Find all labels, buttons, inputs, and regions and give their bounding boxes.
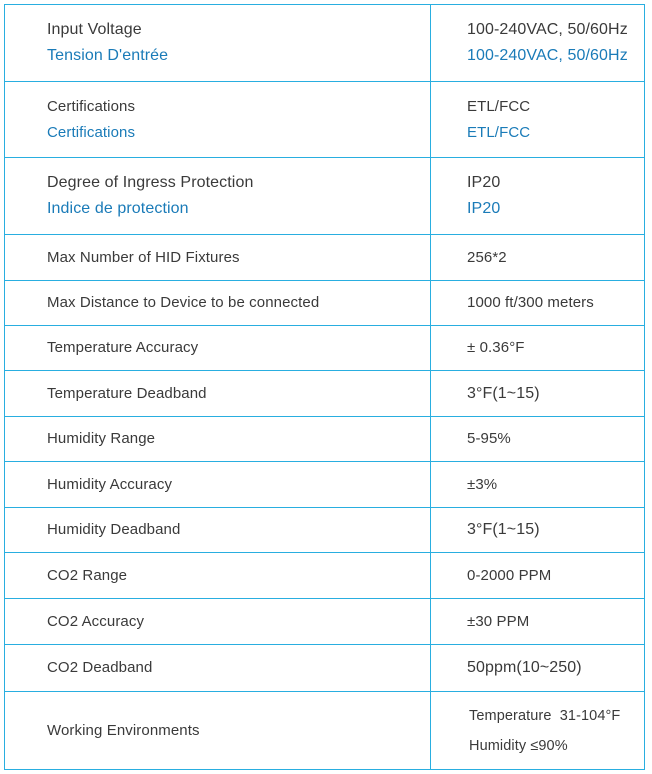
table-row: Degree of Ingress Protection Indice de p… — [4, 157, 645, 235]
spec-label-french: Indice de protection — [47, 200, 189, 217]
spec-label: Humidity Accuracy — [47, 475, 173, 493]
spec-label: Max Distance to Device to be connected — [47, 294, 320, 311]
spec-label: Max Number of HID Fixtures — [47, 248, 240, 266]
spec-label-cell: Humidity Range — [4, 416, 431, 462]
spec-value: 1000 ft/300 meters — [467, 294, 594, 311]
spec-value-french: 100-240VAC, 50/60Hz — [467, 47, 628, 64]
table-row: Working Environments Temperature 31-104°… — [4, 691, 645, 770]
spec-label: CO2 Accuracy — [47, 612, 145, 630]
table-row: Max Distance to Device to be connected 1… — [4, 280, 645, 326]
spec-value-french: IP20 — [467, 200, 501, 217]
table-row: Temperature Deadband 3°F(1~15) — [4, 370, 645, 417]
spec-value-cell: ± 0.36°F — [430, 325, 645, 371]
spec-value-cell: ±3% — [430, 461, 645, 508]
table-row: Certifications Certifications ETL/FCC ET… — [4, 81, 645, 158]
table-row: CO2 Range 0-2000 PPM — [4, 552, 645, 599]
spec-label-cell: Working Environments — [4, 691, 431, 770]
spec-label-cell: Temperature Deadband — [4, 370, 431, 417]
table-row: Temperature Accuracy ± 0.36°F — [4, 325, 645, 371]
spec-value: 5-95% — [467, 430, 511, 447]
table-row: CO2 Deadband 50ppm(10~250) — [4, 644, 645, 692]
spec-value-cell: Temperature 31-104°F Humidity ≤90% — [430, 691, 645, 770]
spec-value: ±3% — [467, 475, 498, 493]
spec-value: IP20 — [467, 174, 501, 191]
spec-label-cell: CO2 Accuracy — [4, 598, 431, 645]
spec-value: 100-240VAC, 50/60Hz — [467, 21, 628, 38]
spec-value-cell: 0-2000 PPM — [430, 552, 645, 599]
spec-value-cell: 100-240VAC, 50/60Hz 100-240VAC, 50/60Hz — [430, 4, 645, 82]
spec-value: 3°F(1~15) — [467, 384, 540, 402]
spec-value-cell: 5-95% — [430, 416, 645, 462]
spec-label: Temperature Deadband — [47, 384, 207, 402]
spec-label-cell: Max Number of HID Fixtures — [4, 234, 431, 281]
spec-label: Temperature Accuracy — [47, 339, 199, 356]
spec-value: 3°F(1~15) — [467, 521, 540, 538]
spec-value-cell: 256*2 — [430, 234, 645, 281]
spec-value-cell: ETL/FCC ETL/FCC — [430, 81, 645, 158]
spec-value-cell: IP20 IP20 — [430, 157, 645, 235]
table-row: Max Number of HID Fixtures 256*2 — [4, 234, 645, 281]
spec-label-cell: Humidity Accuracy — [4, 461, 431, 508]
table-row: Humidity Deadband 3°F(1~15) — [4, 507, 645, 553]
spec-value-french: ETL/FCC — [467, 123, 531, 141]
spec-label-french: Certifications — [47, 123, 136, 141]
spec-label-cell: CO2 Deadband — [4, 644, 431, 692]
spec-value-cell: 1000 ft/300 meters — [430, 280, 645, 326]
spec-label: Degree of Ingress Protection — [47, 174, 254, 191]
spec-label: Humidity Deadband — [47, 521, 181, 538]
spec-table: Input Voltage Tension D'entrée 100-240VA… — [4, 4, 645, 770]
spec-value: 0-2000 PPM — [467, 566, 552, 584]
spec-label: Working Environments — [47, 721, 200, 739]
spec-value: ETL/FCC — [467, 97, 531, 115]
spec-label-french: Tension D'entrée — [47, 47, 169, 64]
spec-label: CO2 Deadband — [47, 659, 153, 676]
table-row: CO2 Accuracy ±30 PPM — [4, 598, 645, 645]
spec-value-secondary: Humidity ≤90% — [469, 737, 568, 754]
spec-label: CO2 Range — [47, 566, 128, 584]
spec-value-cell: 3°F(1~15) — [430, 370, 645, 417]
spec-label-cell: CO2 Range — [4, 552, 431, 599]
spec-label-cell: Max Distance to Device to be connected — [4, 280, 431, 326]
spec-label: Input Voltage — [47, 21, 142, 38]
spec-value: ±30 PPM — [467, 612, 530, 630]
spec-label-cell: Temperature Accuracy — [4, 325, 431, 371]
spec-value: 50ppm(10~250) — [467, 659, 582, 676]
spec-value-cell: ±30 PPM — [430, 598, 645, 645]
spec-label-cell: Degree of Ingress Protection Indice de p… — [4, 157, 431, 235]
table-row: Input Voltage Tension D'entrée 100-240VA… — [4, 4, 645, 82]
spec-label: Certifications — [47, 97, 136, 115]
table-row: Humidity Range 5-95% — [4, 416, 645, 462]
spec-label-cell: Certifications Certifications — [4, 81, 431, 158]
spec-label-cell: Input Voltage Tension D'entrée — [4, 4, 431, 82]
spec-value-cell: 50ppm(10~250) — [430, 644, 645, 692]
spec-value: Temperature 31-104°F — [469, 707, 621, 724]
spec-value-cell: 3°F(1~15) — [430, 507, 645, 553]
table-row: Humidity Accuracy ±3% — [4, 461, 645, 508]
spec-label-cell: Humidity Deadband — [4, 507, 431, 553]
spec-label: Humidity Range — [47, 430, 156, 447]
spec-value: 256*2 — [467, 248, 507, 266]
spec-value: ± 0.36°F — [467, 339, 525, 356]
